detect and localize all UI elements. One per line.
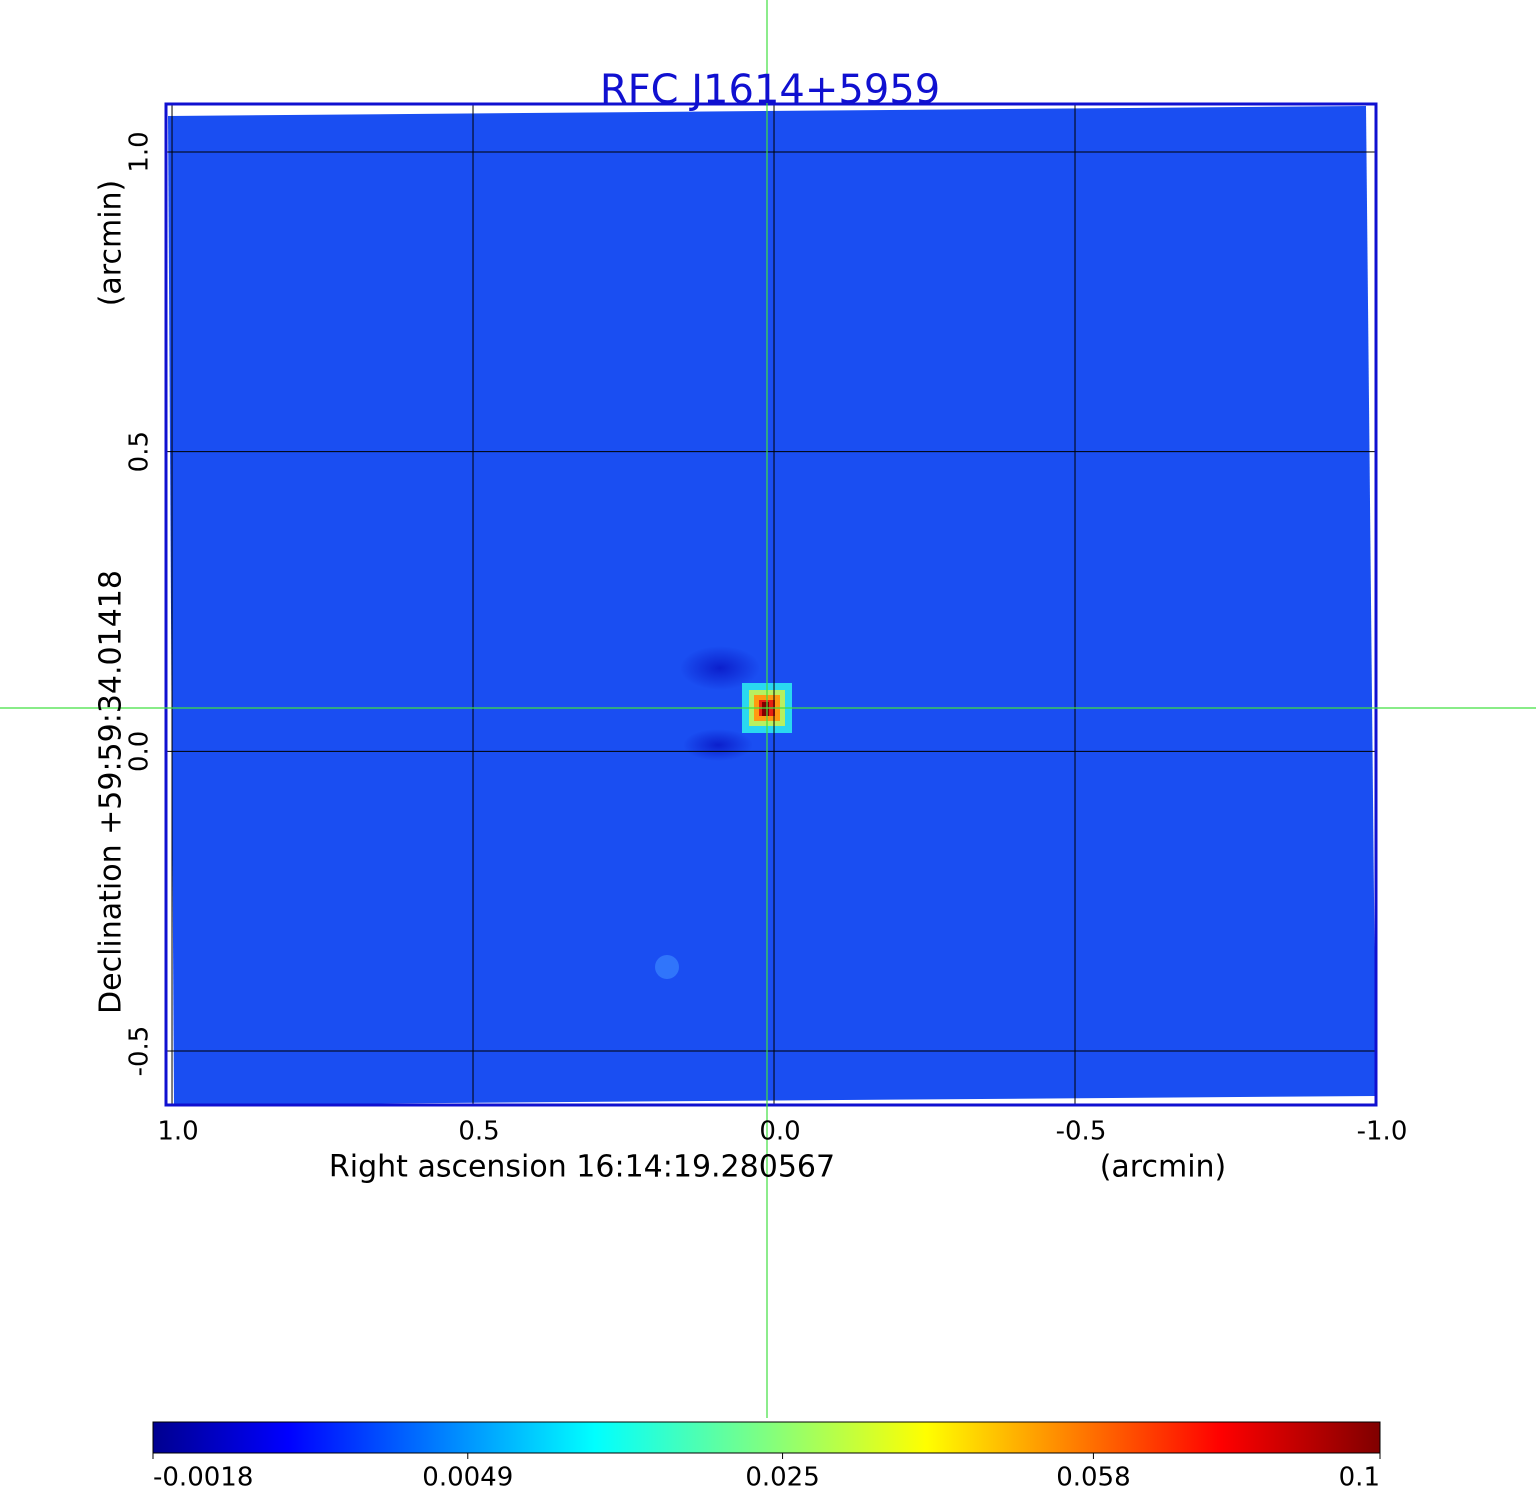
y-tick-label: 0.0 <box>125 731 155 772</box>
y-axis-label: Declination +59:59:34.01418 <box>94 570 129 1014</box>
image-feature <box>762 702 769 716</box>
image-feature <box>683 729 753 761</box>
y-tick-label: 0.5 <box>125 431 155 472</box>
x-tick-label: 0.0 <box>759 1117 800 1147</box>
x-axis-label: Right ascension 16:14:19.280567 <box>329 1150 835 1185</box>
image-feature <box>655 955 679 979</box>
chart-title: RFC J1614+5959 <box>600 67 940 113</box>
image-area <box>168 106 1376 1105</box>
x-tick-label: 1.0 <box>157 1117 198 1147</box>
colorbar-tick-label: 0.058 <box>1056 1463 1130 1493</box>
colorbar <box>152 1421 1381 1454</box>
colorbar-tick-label: -0.0018 <box>153 1463 253 1493</box>
colorbar-tick-label: 0.1 <box>1339 1463 1380 1493</box>
x-tick-label: -0.5 <box>1056 1117 1107 1147</box>
image <box>168 106 1376 1105</box>
x-tick-label: -1.0 <box>1357 1117 1408 1147</box>
y-tick-label: -0.5 <box>125 1026 155 1077</box>
colorbar-tick-label: 0.025 <box>745 1463 819 1493</box>
x-tick-label: 0.5 <box>458 1117 499 1147</box>
colorbar-tick-label: 0.0049 <box>422 1463 513 1493</box>
y-axis-unit: (arcmin) <box>94 180 129 307</box>
image-feature <box>680 646 760 690</box>
x-axis-unit: (arcmin) <box>1100 1150 1227 1185</box>
y-tick-label: 1.0 <box>125 131 155 172</box>
plot-frame <box>164 102 1378 1107</box>
